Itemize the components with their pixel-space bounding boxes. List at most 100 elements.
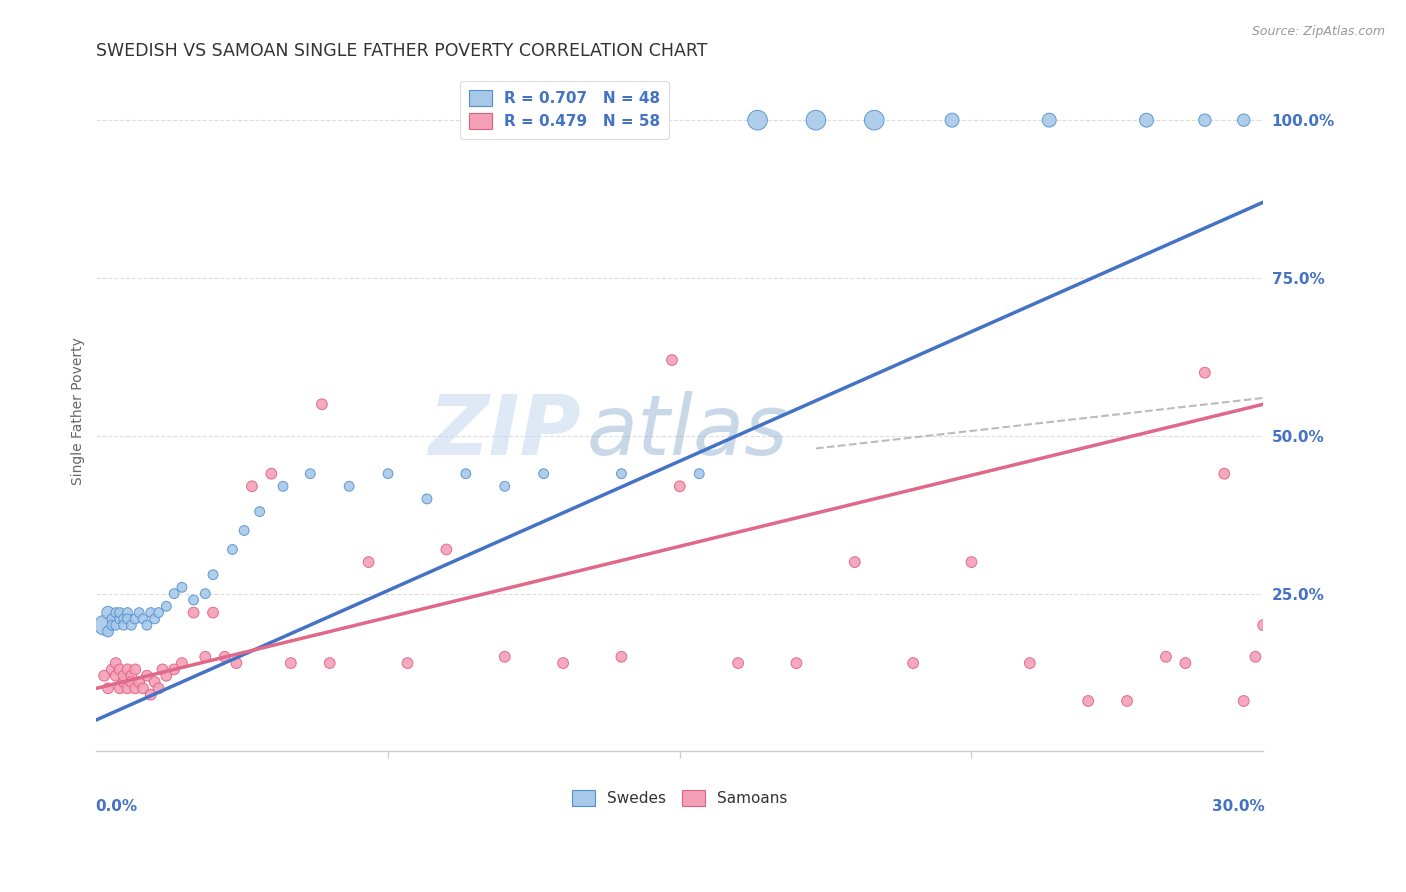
Point (104, 618, 127, 632)
Point (280, 656, 302, 670)
Point (901, 656, 924, 670)
Point (128, 675, 150, 690)
Point (183, 593, 205, 607)
Point (120, 669, 142, 683)
Point (148, 681, 170, 696)
Point (132, 681, 155, 696)
Point (101, 662, 124, 676)
Text: 0.0%: 0.0% (96, 799, 138, 814)
Text: 30.0%: 30.0% (1212, 799, 1264, 814)
Point (1194, 366, 1216, 380)
Point (396, 656, 419, 670)
Point (117, 612, 139, 626)
Point (163, 587, 186, 601)
Point (1251, 618, 1274, 632)
Point (194, 587, 217, 601)
Point (1233, 694, 1256, 708)
Point (688, 467, 710, 481)
Point (120, 675, 142, 690)
Point (163, 662, 186, 676)
Point (1194, 113, 1216, 128)
Point (240, 479, 263, 493)
Point (155, 599, 177, 614)
Point (117, 606, 139, 620)
Point (104, 606, 127, 620)
Point (533, 467, 555, 481)
Point (202, 606, 225, 620)
Point (183, 606, 205, 620)
Point (551, 656, 574, 670)
Point (112, 675, 135, 690)
Point (152, 662, 174, 676)
Point (93, 618, 115, 632)
Point (804, 113, 827, 128)
Point (101, 612, 124, 626)
Point (97, 606, 120, 620)
Point (863, 113, 886, 128)
Point (249, 505, 271, 519)
Point (1213, 467, 1236, 481)
Text: SWEDISH VS SAMOAN SINGLE FATHER POVERTY CORRELATION CHART: SWEDISH VS SAMOAN SINGLE FATHER POVERTY … (97, 42, 707, 60)
Point (104, 669, 127, 683)
Text: ZIP: ZIP (427, 391, 581, 472)
Point (233, 524, 256, 538)
Point (1174, 656, 1197, 670)
Point (1038, 113, 1060, 128)
Point (143, 612, 166, 626)
Point (101, 618, 124, 632)
Point (416, 491, 439, 506)
Point (271, 479, 294, 493)
Point (202, 567, 225, 582)
Point (337, 479, 360, 493)
Point (112, 618, 135, 632)
Point (148, 606, 170, 620)
Point (108, 606, 131, 620)
Point (117, 681, 139, 696)
Point (494, 479, 516, 493)
Point (155, 669, 177, 683)
Point (117, 662, 139, 676)
Point (727, 656, 749, 670)
Point (170, 580, 193, 594)
Point (785, 656, 807, 670)
Point (454, 467, 477, 481)
Point (1116, 694, 1139, 708)
Point (319, 656, 342, 670)
Point (1154, 649, 1177, 664)
Point (139, 606, 162, 620)
Point (1018, 656, 1040, 670)
Point (112, 669, 135, 683)
Point (311, 397, 333, 411)
Point (221, 542, 243, 557)
Point (299, 467, 322, 481)
Point (661, 353, 683, 368)
Point (357, 555, 380, 569)
Point (120, 618, 142, 632)
Point (260, 467, 283, 481)
Text: Source: ZipAtlas.com: Source: ZipAtlas.com (1251, 25, 1385, 38)
Point (97, 624, 120, 639)
Point (377, 467, 399, 481)
Point (93, 669, 115, 683)
Point (135, 669, 157, 683)
Point (610, 649, 633, 664)
Point (132, 612, 155, 626)
Point (170, 656, 193, 670)
Point (124, 662, 146, 676)
Point (668, 479, 690, 493)
Point (108, 662, 131, 676)
Point (844, 555, 866, 569)
Point (194, 649, 217, 664)
Point (108, 612, 131, 626)
Point (1135, 113, 1157, 128)
Point (225, 656, 247, 670)
Point (124, 681, 146, 696)
Legend: Swedes, Samoans: Swedes, Samoans (567, 784, 793, 812)
Point (214, 649, 236, 664)
Point (97, 681, 120, 696)
Point (1077, 694, 1099, 708)
Text: atlas: atlas (586, 391, 787, 472)
Point (112, 612, 135, 626)
Point (1244, 649, 1267, 664)
Point (494, 649, 516, 664)
